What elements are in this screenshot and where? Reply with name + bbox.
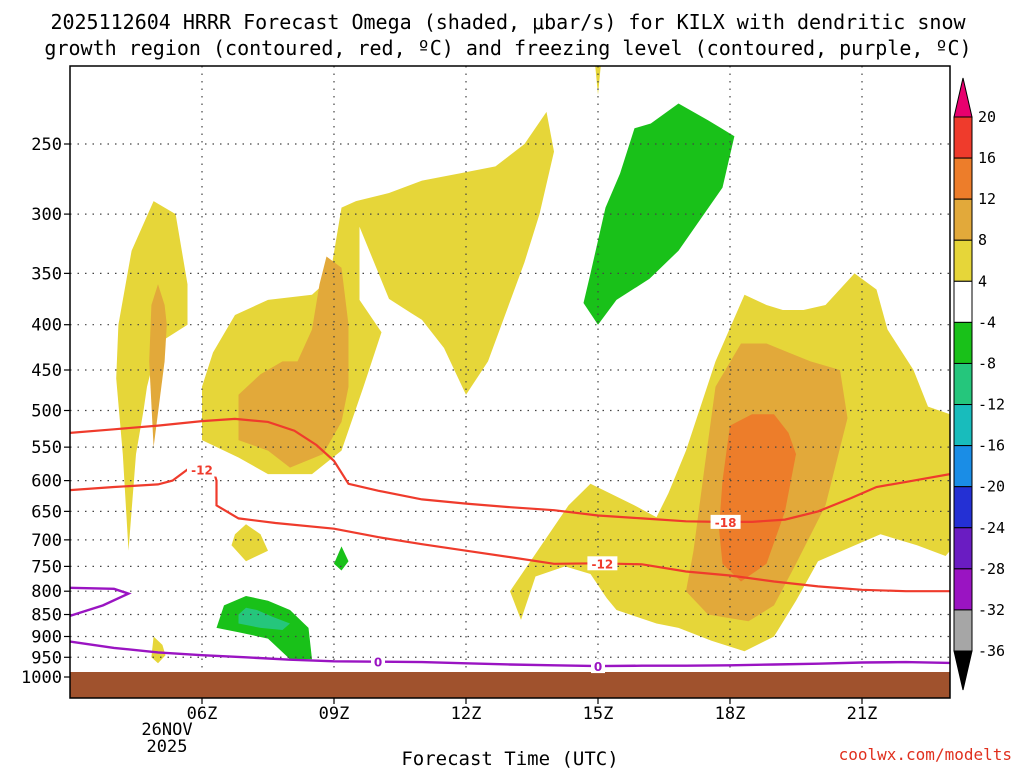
y-tick-label-500: 500 (31, 402, 62, 422)
freezing-contour-freezing-level-main (70, 640, 950, 668)
colorbar-label-12: -32 (978, 601, 1005, 619)
date-label-year: 2025 (147, 737, 188, 757)
colorbar-label-5: -4 (978, 313, 996, 331)
colorbar-label-3: 8 (978, 231, 987, 249)
colorbar-bin-1 (953, 157, 973, 200)
y-tick-label-950: 950 (31, 648, 62, 668)
title-line-1: 2025112604 HRRR Forecast Omega (shaded, … (50, 10, 966, 34)
y-axis: 2503003504004505005506006507007508008509… (21, 135, 70, 688)
colorbar-label-2: 12 (978, 190, 996, 208)
colorbar-bin-7 (953, 404, 973, 447)
colorbar-label-4: 4 (978, 272, 987, 290)
y-tick-label-550: 550 (31, 438, 62, 458)
temp-label-2: -12 (592, 557, 614, 571)
x-tick-label-12Z: 12Z (451, 704, 482, 724)
credit-text: coolwx.com/modelts (839, 745, 1012, 764)
colorbar-bin-9 (953, 486, 973, 529)
omega-area-upslope-west-column (116, 201, 188, 551)
freezing-label-1-bg (591, 659, 605, 674)
x-tick-label-06Z: 06Z (187, 704, 218, 724)
y-tick-label-800: 800 (31, 582, 62, 602)
temp-label-0: -12 (191, 464, 213, 478)
colorbar-bin-5 (953, 321, 973, 364)
y-tick-label-700: 700 (31, 531, 62, 551)
y-tick-label-400: 400 (31, 316, 62, 336)
ground-layer (70, 672, 950, 698)
colorbar-bin-12 (953, 609, 973, 652)
colorbar-label-13: -36 (978, 642, 1005, 660)
colorbar-bin-6 (953, 362, 973, 406)
freezing-label-0: 0 (374, 656, 382, 670)
x-tick-label-15Z: 15Z (583, 704, 614, 724)
colorbar-bin-4 (953, 280, 973, 323)
omega-area-upslope-small-blob (151, 636, 166, 664)
y-tick-label-250: 250 (31, 135, 62, 155)
colorbar-bin-3 (953, 239, 973, 282)
colorbar-bin-10 (953, 527, 973, 570)
y-tick-label-350: 350 (31, 264, 62, 284)
omega-area-subsidence-low-teal (238, 607, 290, 630)
temp-label-1-bg (710, 514, 741, 529)
y-tick-label-900: 900 (31, 627, 62, 647)
colorbar-label-6: -8 (978, 354, 996, 372)
contour-labels: -12 -18 -12 0 0 (187, 462, 741, 674)
chart-title: 2025112604 HRRR Forecast Omega (shaded, … (44, 10, 971, 60)
temp-label-0-bg (187, 462, 217, 477)
omega-area-upslope-central-core (238, 256, 349, 468)
colorbar-label-0: 20 (978, 108, 996, 126)
x-tick-label-09Z: 09Z (319, 704, 350, 724)
omega-area-upslope-top-drip (595, 66, 601, 95)
x-tick-label-18Z: 18Z (715, 704, 746, 724)
freezing-contour-freezing-level-nose (70, 586, 132, 618)
x-tick-label-21Z: 21Z (847, 704, 878, 724)
colorbar-top-arrow (953, 77, 973, 118)
freezing-label-0-bg (371, 654, 385, 669)
colorbar-legend: 20 16 12 8 4 -4 -8 -12 -16 -20 -24 -28 -32 -36 (953, 77, 1005, 691)
colorbar-label-10: -24 (978, 519, 1005, 537)
omega-area-subsidence-small-green (334, 546, 349, 571)
x-axis-title: Forecast Time (UTC) (401, 748, 618, 768)
temp-contour-minus-12-upper (70, 417, 720, 523)
colorbar-bin-11 (953, 568, 973, 611)
temp-contour-minus-18 (719, 473, 950, 524)
colorbar-bottom-arrow (953, 650, 973, 691)
x-axis: 26NOV 2025 Forecast Time (UTC) 06Z 09Z 12Z… (141, 698, 877, 768)
date-label-day: 26NOV (141, 720, 192, 740)
y-tick-label-450: 450 (31, 361, 62, 381)
omega-area-upslope-mid-blob (231, 524, 268, 562)
colorbar-label-9: -20 (978, 478, 1005, 496)
colorbar-label-7: -12 (978, 396, 1005, 414)
freezing-label-1: 0 (594, 660, 602, 674)
colorbar-label-8: -16 (978, 437, 1005, 455)
y-tick-label-1000: 1000 (21, 668, 62, 688)
y-tick-label-600: 600 (31, 472, 62, 492)
temp-label-1: -18 (715, 516, 737, 530)
colorbar-bin-2 (953, 198, 973, 241)
colorbar-bin-8 (953, 445, 973, 488)
colorbar-label-11: -28 (978, 560, 1005, 578)
temp-label-2-bg (587, 556, 618, 571)
colorbar-label-1: 16 (978, 149, 996, 167)
title-line-2: growth region (contoured, red, ºC) and f… (44, 36, 971, 60)
omega-area-subsidence-upper-green (583, 103, 735, 325)
y-tick-label-650: 650 (31, 502, 62, 522)
colorbar-bin-0 (953, 116, 973, 159)
gridlines (70, 66, 950, 698)
y-tick-label-850: 850 (31, 606, 62, 626)
y-tick-label-300: 300 (31, 205, 62, 225)
plot-frame (69, 65, 951, 699)
y-tick-label-750: 750 (31, 557, 62, 577)
ground-surface (70, 672, 950, 698)
